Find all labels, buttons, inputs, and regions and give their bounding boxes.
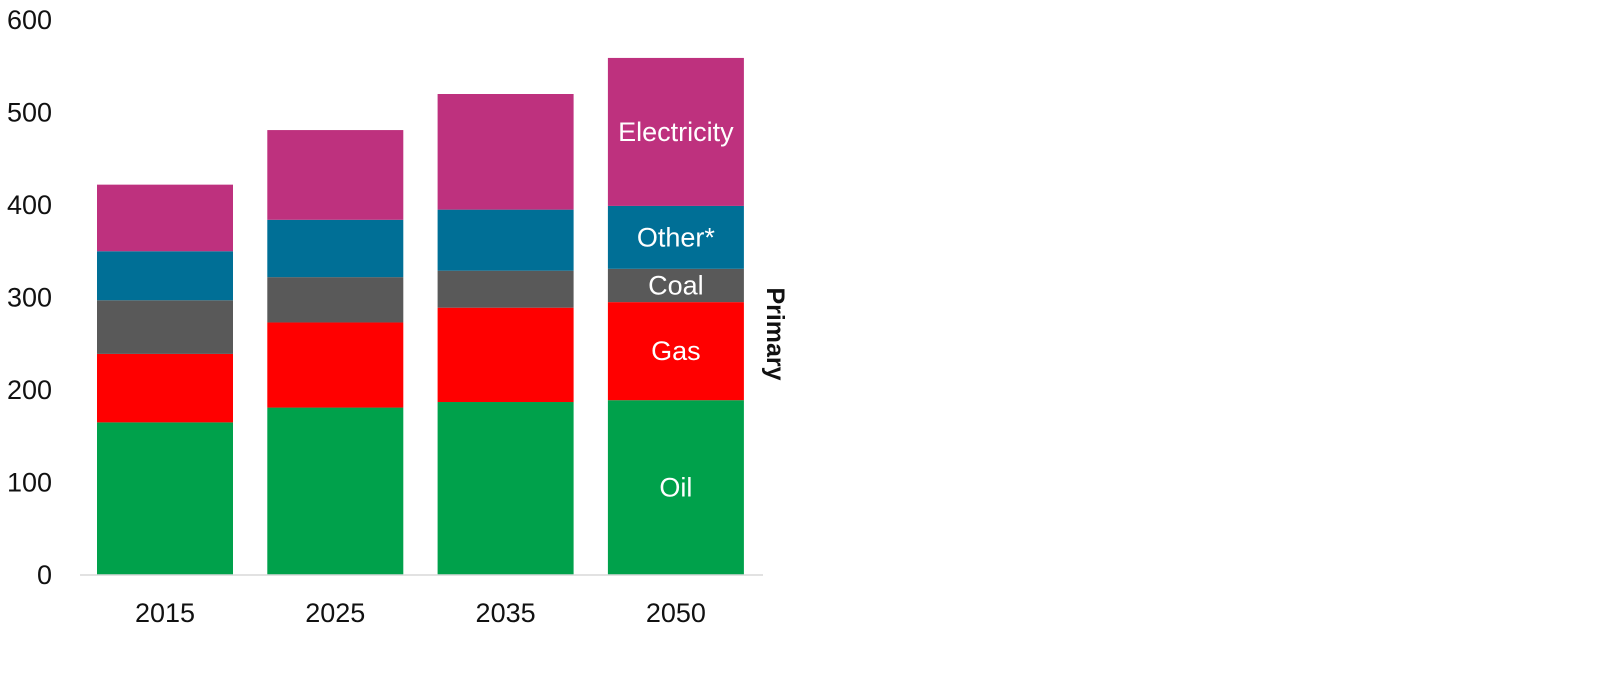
bar-segment-electricity-2025	[267, 130, 404, 220]
segment-label-electricity: Electricity	[618, 117, 734, 147]
bar-segment-other-2050	[607, 205, 744, 269]
bar-segment-gas-2015	[97, 353, 233, 423]
bar-segment-gas-2025	[267, 322, 404, 408]
bar-segment-oil-2035	[437, 402, 574, 575]
y-tick-label: 100	[7, 468, 52, 498]
bar-segment-gas-2050	[607, 302, 744, 401]
bar-segment-oil-2050	[607, 400, 744, 575]
bar-segment-other-2035	[437, 209, 574, 271]
y-tick-label: 600	[7, 5, 52, 35]
x-tick-label: 2035	[476, 598, 536, 628]
x-tick-label: 2025	[305, 598, 365, 628]
bar-segment-electricity-2015	[97, 184, 233, 252]
bars-layer	[97, 57, 744, 576]
x-tick-label: 2050	[646, 598, 706, 628]
segment-label-coal: Coal	[648, 270, 704, 300]
bar-segment-other-2015	[97, 251, 233, 301]
bar-segment-coal-2035	[437, 270, 574, 308]
segment-labels: Oil Gas Coal Other* Electricity	[618, 117, 734, 503]
bar-segment-gas-2035	[437, 307, 574, 403]
bar-segment-electricity-2050	[607, 57, 744, 206]
y-tick-label: 200	[7, 375, 52, 405]
x-axis: 2015 2025 2035 2050	[135, 598, 706, 628]
bar-segment-other-2025	[267, 219, 404, 278]
y-tick-label: 0	[37, 560, 52, 590]
x-tick-label: 2015	[135, 598, 195, 628]
segment-label-gas: Gas	[651, 336, 701, 366]
y-tick-label: 400	[7, 190, 52, 220]
segment-label-other: Other*	[637, 222, 716, 252]
side-label: Primary	[761, 287, 789, 380]
bar-segment-coal-2025	[267, 277, 404, 323]
bar-segment-oil-2025	[267, 407, 404, 575]
bar-segment-electricity-2035	[437, 94, 574, 210]
y-tick-label: 300	[7, 283, 52, 313]
segment-label-oil: Oil	[659, 473, 692, 503]
y-axis: 0 100 200 300 400 500 600	[7, 5, 52, 590]
bar-segment-coal-2015	[97, 300, 233, 354]
y-tick-label: 500	[7, 98, 52, 128]
bar-segment-oil-2015	[97, 422, 233, 576]
bar-segment-coal-2050	[607, 268, 744, 303]
